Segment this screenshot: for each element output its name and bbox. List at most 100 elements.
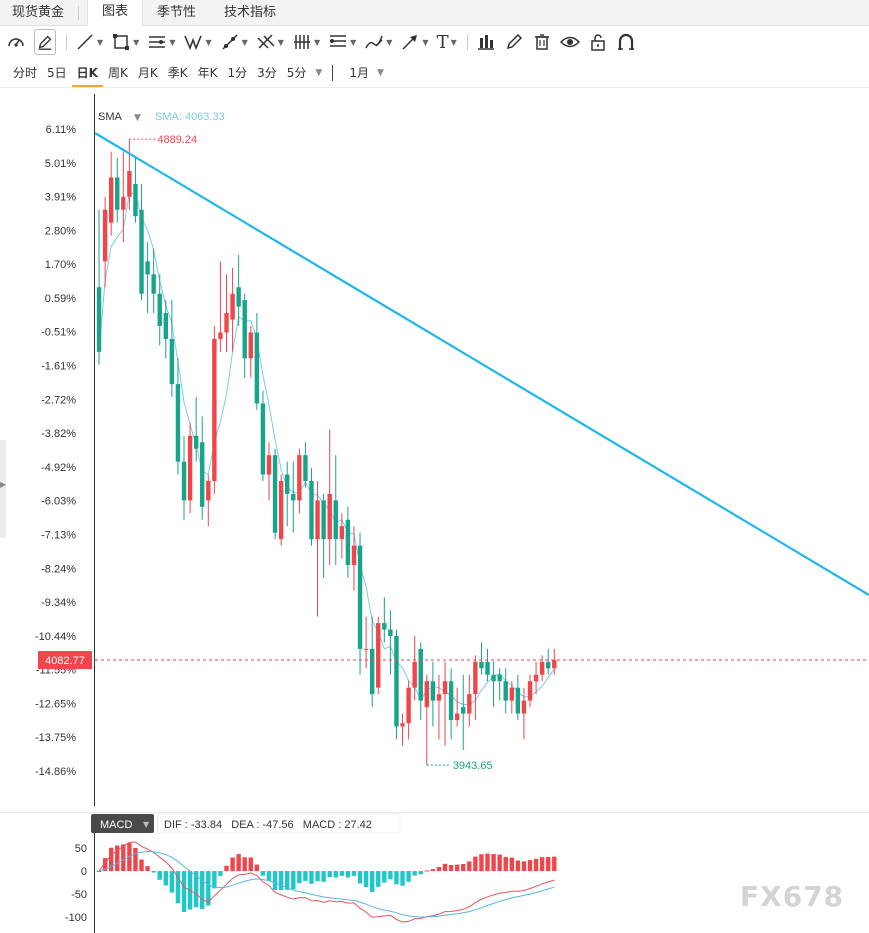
toolbar-divider: [66, 34, 67, 50]
macd-histogram-bar: [212, 871, 217, 889]
lock-tool-button[interactable]: [588, 29, 608, 55]
price-axis-tick-label: -14.86%: [35, 766, 76, 778]
sma-caret-icon[interactable]: ▼: [134, 113, 141, 123]
candle-body: [157, 293, 162, 326]
candle-body: [339, 526, 345, 540]
candle-body: [291, 493, 296, 501]
price-axis-tick-label: -12.65%: [35, 698, 76, 710]
candle-body: [133, 183, 138, 217]
tab-chart[interactable]: 图表: [87, 0, 144, 26]
candle-body: [448, 681, 454, 720]
price-axis-tick-label: 6.11%: [46, 124, 77, 136]
period-3min[interactable]: 3分: [257, 65, 277, 80]
current-price-tag: [38, 651, 92, 670]
price-chart[interactable]: 6.11% 5.01% 3.91% 2.80% 1.70% 0.59% -0.51% -1.6…: [0, 94, 869, 806]
candle-body: [394, 636, 399, 727]
period-quarterly[interactable]: 季K: [167, 65, 188, 80]
period-more-caret-icon[interactable]: ▼: [315, 67, 323, 78]
period-1min[interactable]: 1分: [227, 65, 248, 80]
macd-chart[interactable]: MACD ▼ DIF : -33.84 DEA : -47.56 MACD : …: [0, 812, 869, 933]
pencil-tool-button[interactable]: [34, 29, 56, 55]
candle-body: [96, 287, 102, 352]
candle-body: [382, 623, 387, 630]
macd-caret-icon: ▼: [143, 820, 150, 829]
sidebar-collapse-handle[interactable]: ▶: [0, 440, 6, 538]
macd-histogram-bar: [321, 871, 326, 882]
fork-tool-button[interactable]: ▼: [256, 29, 284, 55]
current-price-label: 4082.77: [45, 655, 85, 667]
period-daily[interactable]: 日K: [71, 59, 103, 87]
macd-histogram-bar: [369, 871, 375, 892]
candle-body: [230, 293, 235, 320]
macd-histogram-bar: [546, 857, 551, 872]
macd-indicator-label: MACD: [100, 819, 132, 831]
caret-down-icon: ▼: [450, 37, 457, 47]
visibility-tool-button[interactable]: [559, 29, 580, 55]
trendline-drawing[interactable]: [94, 132, 869, 596]
bar-chart-tool-button[interactable]: [476, 29, 496, 55]
macd-histogram-bar: [351, 871, 357, 876]
tab-seasonality[interactable]: 季节性: [157, 4, 197, 20]
period-5day[interactable]: 5日: [47, 65, 67, 80]
caret-down-icon: ▼: [169, 37, 176, 47]
delete-tool-button[interactable]: [532, 29, 552, 55]
candle-body: [503, 681, 508, 701]
brush-tool-button[interactable]: ▼: [364, 29, 392, 55]
macd-histogram-bar: [309, 871, 314, 884]
candle-body: [127, 170, 132, 197]
price-axis-tick-label: 5.01%: [45, 158, 76, 170]
drawing-toolbar: ▼ ▼ ▼ ▼ ▼ ▼ ▼ ▼ ▼ ▼ T ▼: [0, 27, 869, 57]
tab-technical-indicators[interactable]: 技术指标: [224, 4, 277, 20]
macd-histogram-bar: [454, 864, 460, 872]
candle-body: [260, 403, 266, 475]
period-intraday[interactable]: 分时: [13, 65, 38, 80]
macd-indicator-button[interactable]: [91, 814, 154, 833]
bar-chart-icon: [477, 35, 494, 50]
macd-histogram-bar: [491, 854, 496, 872]
candle-body: [145, 261, 150, 275]
candle-body: [388, 629, 393, 637]
candle-body: [467, 694, 472, 714]
range-caret-down-icon[interactable]: ▼: [376, 67, 384, 78]
fib-tool-button[interactable]: ▼: [328, 29, 356, 55]
ray-tool-button[interactable]: ▼: [220, 29, 248, 55]
price-axis-tick-label: -7.13%: [41, 529, 76, 541]
candle-body: [297, 455, 302, 501]
caret-down-icon: ▼: [386, 37, 393, 47]
rect-tool-button[interactable]: ▼: [111, 29, 139, 55]
candle-body: [121, 196, 126, 210]
period-monthly[interactable]: 月K: [137, 65, 158, 80]
candle-body: [108, 177, 114, 223]
period-5min[interactable]: 5分: [286, 65, 307, 80]
candle-body: [357, 545, 363, 649]
macd-histogram-bar: [521, 861, 527, 872]
candle-body: [169, 338, 175, 385]
arrow-tool-button[interactable]: ▼: [400, 29, 429, 55]
macd-histogram-bar: [278, 871, 284, 890]
text-tool-button[interactable]: T ▼: [437, 29, 457, 55]
pattern-tool-button[interactable]: ▼: [183, 29, 212, 55]
macd-histogram-bar: [424, 870, 430, 872]
gauge-tool-button[interactable]: [6, 29, 26, 55]
edit-tool-button[interactable]: [504, 29, 524, 55]
candle-body: [115, 177, 120, 210]
candle-body: [175, 384, 181, 462]
period-yearly[interactable]: 年K: [197, 65, 218, 80]
magnet-tool-button[interactable]: [616, 29, 636, 55]
brush-icon: [365, 35, 383, 49]
period-weekly[interactable]: 周K: [107, 65, 128, 80]
bars-tool-button[interactable]: ▼: [292, 29, 320, 55]
candle-body: [151, 274, 156, 294]
macd-histogram-bar: [515, 860, 521, 872]
candle-body: [333, 500, 338, 540]
macd-histogram-bar: [272, 871, 278, 890]
macd-lines: [98, 841, 555, 923]
channel-tool-button[interactable]: ▼: [147, 29, 175, 55]
macd-histogram-bar: [345, 871, 351, 878]
line-tool-button[interactable]: ▼: [75, 29, 103, 55]
lock-icon: [590, 34, 605, 51]
price-axis: 6.11% 5.01% 3.91% 2.80% 1.70% 0.59% -0.51% -1.6…: [35, 124, 76, 778]
candle-body: [102, 209, 108, 262]
candle-body: [497, 674, 502, 682]
range-month-select[interactable]: 1月: [349, 66, 369, 80]
